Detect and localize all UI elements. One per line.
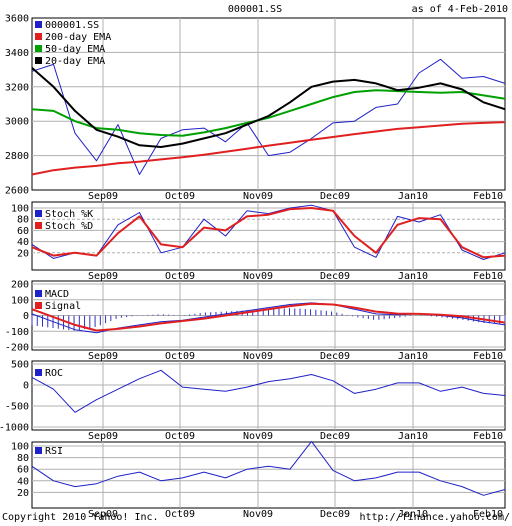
legend-label: Signal	[45, 301, 81, 312]
legend-label: ROC	[45, 368, 63, 379]
panel-4: -1000 -500 0 500 ROC Sep09 Oct09 Nov09 Dec09 Jan1…	[0, 360, 506, 442]
y-tick-label: 500	[11, 360, 29, 371]
x-tick-label: Oct09	[165, 191, 195, 202]
x-tick-label: Feb10	[473, 351, 503, 362]
legend-label: RSI	[45, 446, 63, 457]
chart-title: 000001.SS	[228, 4, 282, 15]
y-tick-label: 0	[23, 381, 29, 392]
x-tick-label: Jan10	[398, 431, 428, 442]
x-tick-label: Feb10	[473, 431, 503, 442]
y-tick-label: 40	[17, 476, 29, 487]
legend-swatch	[35, 33, 42, 40]
y-tick-label: -100	[5, 327, 29, 338]
y-tick-label: 100	[11, 295, 29, 306]
x-tick-label: Nov09	[243, 271, 273, 282]
x-tick-label: Dec09	[320, 509, 350, 520]
legend-swatch	[35, 290, 42, 297]
x-tick-label: Oct09	[165, 351, 195, 362]
series-line-000001-ss	[31, 58, 506, 175]
series-line-signal	[31, 302, 506, 332]
y-tick-label: -200	[5, 343, 29, 354]
y-tick-label: 3400	[5, 48, 29, 59]
y-tick-label: -500	[5, 402, 29, 413]
series-line-stoch-d	[31, 207, 506, 259]
y-tick-label: 40	[17, 237, 29, 248]
legend-swatch	[35, 369, 42, 376]
x-tick-label: Feb10	[473, 509, 503, 520]
x-tick-label: Nov09	[243, 509, 273, 520]
y-tick-label: 0	[23, 311, 29, 322]
source-url[interactable]: http://finance.yahoo.com/	[359, 512, 510, 523]
legend-swatch	[35, 21, 42, 28]
y-tick-label: 2600	[5, 186, 29, 197]
legend-swatch	[35, 210, 42, 217]
y-tick-label: 60	[17, 226, 29, 237]
legend-label: MACD	[45, 289, 69, 300]
series-line-roc	[31, 369, 506, 413]
x-tick-label: Sep09	[88, 351, 118, 362]
y-tick-label: 3200	[5, 82, 29, 93]
y-tick-label: 80	[17, 215, 29, 226]
legend-swatch	[35, 302, 42, 309]
x-tick-label: Nov09	[243, 191, 273, 202]
y-tick-label: 3600	[5, 14, 29, 25]
series-line-rsi	[31, 440, 506, 496]
as-of-date: as of 4-Feb-2010	[412, 4, 508, 15]
x-tick-label: Jan10	[398, 351, 428, 362]
x-tick-label: Feb10	[473, 191, 503, 202]
x-tick-label: Dec09	[320, 351, 350, 362]
y-tick-label: 60	[17, 465, 29, 476]
panel-frame	[31, 441, 506, 509]
legend-label: Stoch %D	[45, 221, 93, 232]
x-tick-label: Dec09	[320, 191, 350, 202]
x-tick-label: Oct09	[165, 509, 195, 520]
x-tick-label: Sep09	[88, 431, 118, 442]
series-line-stoch-k	[31, 204, 506, 260]
y-tick-label: 2800	[5, 151, 29, 162]
x-tick-label: Jan10	[398, 509, 428, 520]
panel-frame	[31, 17, 506, 191]
legend-label: 200-day EMA	[45, 32, 111, 43]
x-tick-label: Jan10	[398, 191, 428, 202]
x-tick-label: Feb10	[473, 271, 503, 282]
x-tick-label: Dec09	[320, 431, 350, 442]
x-tick-label: Oct09	[165, 271, 195, 282]
y-tick-label: 200	[11, 280, 29, 291]
y-tick-label: 20	[17, 488, 29, 499]
legend-label: 50-day EMA	[45, 44, 105, 55]
legend-swatch	[35, 57, 42, 64]
legend-swatch	[35, 447, 42, 454]
x-tick-label: Sep09	[88, 191, 118, 202]
x-tick-label: Jan10	[398, 271, 428, 282]
series-line-200-day-ema	[31, 121, 506, 176]
panel-1: 2600 2800 3000 3200 3400 3600 000001.SS200-day…	[5, 14, 506, 202]
legend-swatch	[35, 222, 42, 229]
y-tick-label: 80	[17, 453, 29, 464]
x-tick-label: Nov09	[243, 431, 273, 442]
x-tick-label: Oct09	[165, 431, 195, 442]
y-tick-label: 100	[11, 204, 29, 215]
y-tick-label: 20	[17, 248, 29, 259]
x-tick-label: Sep09	[88, 271, 118, 282]
y-tick-label: 3000	[5, 117, 29, 128]
legend-label: Stoch %K	[45, 209, 93, 220]
x-tick-label: Dec09	[320, 271, 350, 282]
series-line-20-day-ema	[31, 67, 506, 148]
legend-swatch	[35, 45, 42, 52]
copyright-text: Copyright 2010 Yahoo! Inc.	[2, 512, 159, 523]
panel-frame	[31, 201, 506, 271]
legend-label: 20-day EMA	[45, 56, 105, 67]
y-tick-label: -1000	[0, 423, 29, 434]
y-tick-label: 100	[11, 442, 29, 453]
series-line-50-day-ema	[31, 89, 506, 137]
x-tick-label: Sep09	[88, 509, 118, 520]
legend-label: 000001.SS	[45, 20, 99, 31]
x-tick-label: Nov09	[243, 351, 273, 362]
